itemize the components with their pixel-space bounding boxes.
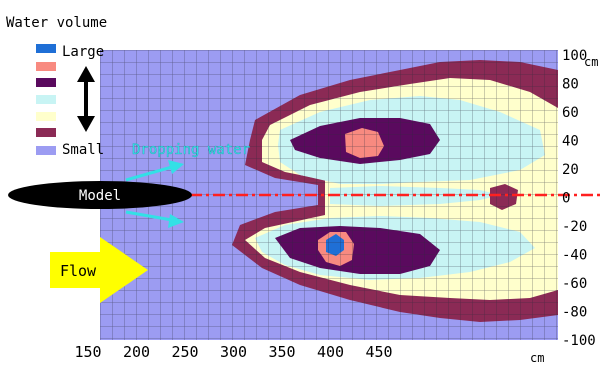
flow-label: Flow — [60, 262, 97, 280]
legend-large-label: Large — [62, 44, 104, 60]
y-tick-label: 0 — [562, 191, 570, 207]
y-tick-label: -80 — [562, 305, 587, 321]
y-tick-label: 80 — [562, 77, 579, 93]
legend-swatch-6 — [36, 128, 56, 137]
x-tick-label: 250 — [171, 343, 198, 361]
model-label: Model — [79, 188, 121, 204]
y-tick-label: 60 — [562, 105, 579, 121]
x-tick-label: 150 — [74, 343, 101, 361]
x-tick-label: 400 — [317, 343, 344, 361]
dropping-water-label: Dropping water — [132, 142, 250, 158]
legend-swatch-7 — [36, 146, 56, 155]
x-tick-label: 350 — [268, 343, 295, 361]
legend — [36, 44, 56, 155]
double-arrow-icon — [77, 66, 95, 132]
x-axis-unit: cm — [530, 351, 544, 365]
x-axis: 150 200 250 300 350 400 450 — [74, 343, 392, 361]
x-tick-label: 200 — [123, 343, 150, 361]
y-tick-label: -40 — [562, 248, 587, 264]
legend-swatch-5 — [36, 112, 56, 121]
x-tick-label: 450 — [365, 343, 392, 361]
y-tick-label: -60 — [562, 276, 587, 292]
legend-small-label: Small — [62, 142, 104, 158]
legend-swatch-4 — [36, 95, 56, 104]
y-tick-label: -100 — [562, 333, 596, 349]
y-tick-label: 40 — [562, 134, 579, 150]
chart-title: Water volume — [6, 15, 107, 31]
y-tick-label: 20 — [562, 162, 579, 178]
y-axis-unit: cm — [584, 55, 598, 69]
y-tick-label: -20 — [562, 219, 587, 235]
model-ellipse — [8, 181, 192, 209]
legend-swatch-1 — [36, 44, 56, 53]
dropping-arrow-icon-lower — [125, 210, 184, 228]
dropping-arrow-icon-upper — [125, 160, 184, 182]
x-tick-label: 300 — [220, 343, 247, 361]
y-tick-label: 100 — [562, 48, 587, 64]
flow-arrow-icon — [50, 237, 148, 303]
legend-swatch-3 — [36, 78, 56, 87]
y-axis: 100 80 60 40 20 0 -20 -40 -60 -80 -100 — [562, 48, 596, 349]
legend-swatch-2 — [36, 62, 56, 71]
